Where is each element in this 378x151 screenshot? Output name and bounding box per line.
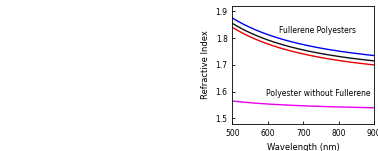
Y-axis label: Refractive Index: Refractive Index — [201, 31, 210, 99]
Text: Fullerene Polyesters: Fullerene Polyesters — [279, 26, 356, 35]
Text: Polyester without Fullerene: Polyester without Fullerene — [266, 89, 371, 98]
X-axis label: Wavelength (nm): Wavelength (nm) — [267, 143, 340, 151]
